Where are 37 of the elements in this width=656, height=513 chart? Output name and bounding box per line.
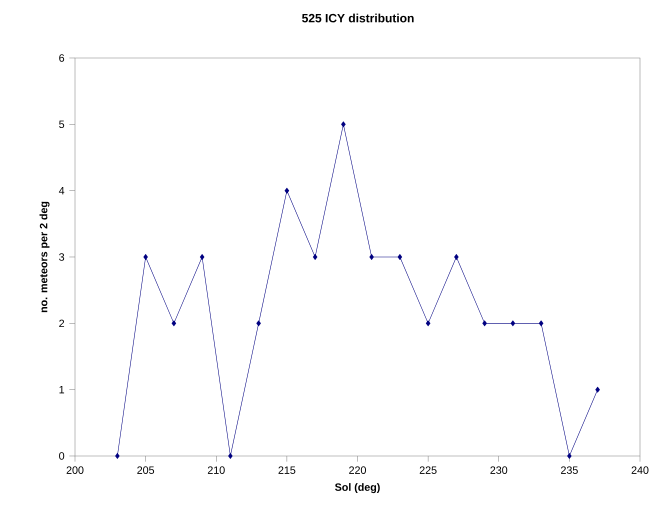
point xyxy=(454,254,459,260)
point xyxy=(567,453,572,459)
x-tick-label: 235 xyxy=(561,466,578,474)
y-tick-label: 2 xyxy=(59,320,64,328)
x-tick-label: 225 xyxy=(420,466,437,474)
point xyxy=(256,320,261,326)
y-axis-title: no. meteors per 2 deg xyxy=(40,202,50,312)
x-tick-label: 200 xyxy=(66,466,84,474)
point xyxy=(538,320,544,326)
y-tick-label: 5 xyxy=(59,120,64,128)
point xyxy=(482,320,487,326)
point xyxy=(510,320,516,326)
x-tick-label: 215 xyxy=(278,466,296,474)
x-axis-title: Sol (deg) xyxy=(335,483,380,494)
point xyxy=(426,320,430,326)
y-tick-label: 0 xyxy=(59,452,64,460)
point xyxy=(369,254,374,260)
x-tick-label: 210 xyxy=(208,466,225,474)
x-tick-label: 205 xyxy=(137,466,154,474)
y-tick-label: 3 xyxy=(59,253,64,261)
point xyxy=(398,254,402,260)
point xyxy=(172,320,176,326)
y-tick-label: 6 xyxy=(59,54,64,62)
point xyxy=(200,254,204,260)
y-tick-label: 1 xyxy=(59,386,64,394)
point xyxy=(143,254,148,260)
point xyxy=(312,254,318,260)
x-tick-label: 220 xyxy=(349,466,366,474)
point xyxy=(284,188,290,194)
x-tick-label: 230 xyxy=(490,466,508,474)
point xyxy=(228,453,233,459)
x-tick-label: 240 xyxy=(632,466,648,474)
y-tick-label: 4 xyxy=(58,186,64,194)
point xyxy=(115,453,120,459)
point xyxy=(595,386,600,393)
point xyxy=(341,121,346,128)
chart-title: 525 ICY distribution xyxy=(302,14,414,22)
